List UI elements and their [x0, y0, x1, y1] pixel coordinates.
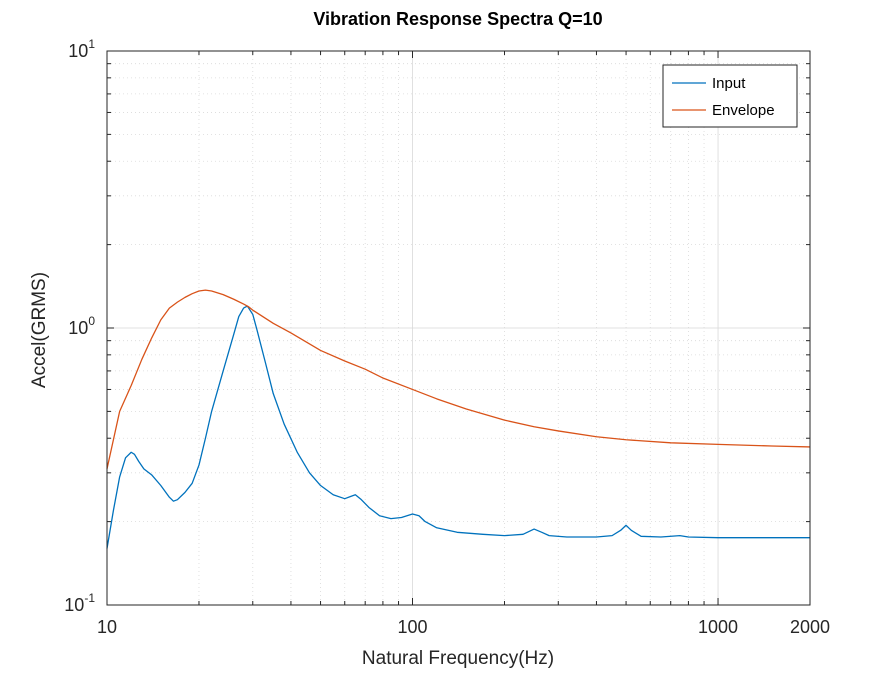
- y-tick-label: 10-1: [64, 591, 95, 615]
- y-tick-label: 100: [68, 314, 95, 338]
- x-tick-label: 10: [97, 617, 117, 637]
- x-axis-label: Natural Frequency(Hz): [362, 648, 554, 669]
- x-tick-label: 100: [397, 617, 427, 637]
- tick-labels: 10 100 1000 2000 10-1 100 101: [64, 37, 830, 637]
- tick-marks: [106, 51, 811, 606]
- x-tick-label: 2000: [790, 617, 830, 637]
- x-tick-label: 1000: [698, 617, 738, 637]
- y-axis-label: Accel(GRMS): [29, 272, 50, 388]
- series-line-input: [106, 305, 810, 549]
- y-tick-label: 101: [68, 37, 95, 61]
- grid: [106, 51, 811, 606]
- legend: Input Envelope: [662, 64, 798, 128]
- legend-box: [662, 64, 798, 128]
- chart-title: Vibration Response Spectra Q=10: [313, 9, 602, 29]
- legend-label-input: Input: [712, 75, 746, 92]
- legend-label-envelope: Envelope: [712, 102, 775, 119]
- series-line-envelope: [106, 289, 811, 470]
- series-lines: [106, 289, 811, 549]
